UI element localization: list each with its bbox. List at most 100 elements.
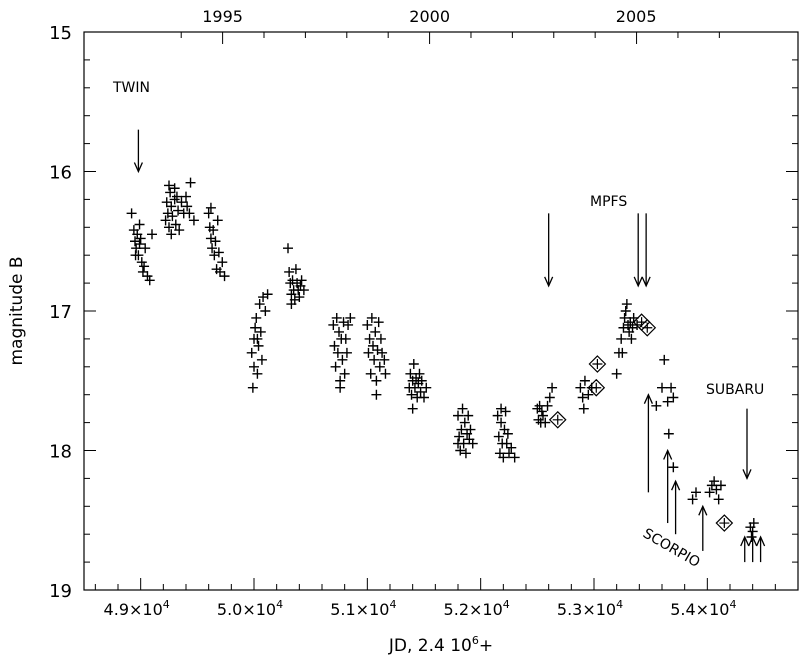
plus-point	[345, 312, 356, 323]
plus-point	[498, 452, 509, 463]
plus-point	[173, 205, 184, 216]
plus-point	[365, 368, 376, 379]
plus-point	[176, 197, 187, 208]
data-points	[126, 177, 759, 542]
plus-point	[331, 312, 342, 323]
plus-point	[134, 219, 145, 230]
plus-point	[577, 392, 588, 403]
plus-point	[375, 333, 386, 344]
plus-point	[210, 236, 221, 247]
plus-point	[579, 375, 590, 386]
plus-point	[502, 428, 513, 439]
plus-point	[416, 375, 427, 386]
annotation-arrowhead	[671, 479, 681, 491]
plus-point	[370, 326, 381, 337]
plus-point	[253, 340, 264, 351]
plus-point	[616, 333, 627, 344]
plus-point	[207, 243, 218, 254]
plus-point	[457, 403, 468, 414]
plus-point	[130, 236, 140, 247]
plus-point	[540, 417, 551, 428]
plus-point	[329, 340, 340, 351]
plus-point	[147, 229, 157, 240]
plus-point	[167, 211, 178, 222]
plus-point	[704, 487, 715, 498]
plus-point	[283, 243, 293, 254]
plus-point	[330, 361, 341, 372]
plus-point	[247, 382, 258, 393]
plus-point	[373, 317, 384, 328]
x-tick-label: 5.4×104	[670, 598, 736, 619]
plus-point	[547, 382, 558, 393]
plus-point	[219, 271, 230, 282]
annotation-arrowhead	[663, 448, 673, 460]
plus-point	[453, 438, 463, 449]
plus-point	[340, 333, 351, 344]
plus-point	[161, 197, 172, 208]
y-tick-label: 15	[49, 23, 72, 44]
x-tick-label: 5.3×104	[557, 598, 623, 619]
plus-point	[380, 368, 391, 379]
plus-point	[298, 285, 309, 296]
plus-point	[463, 410, 474, 421]
plus-point	[465, 424, 476, 435]
plus-point	[509, 452, 520, 463]
y-tick-label: 18	[49, 442, 72, 463]
plus-point	[174, 225, 185, 236]
diamond-point	[548, 410, 567, 429]
top-tick-label: 2000	[409, 7, 450, 26]
plus-point	[166, 229, 177, 240]
plus-point	[208, 225, 219, 236]
axis-tick-labels: 4.9×104 5.0×104 5.1×104 5.2×104 5.3×104 5.4×1…	[49, 7, 736, 619]
plus-point	[467, 438, 478, 449]
plus-point	[407, 403, 418, 414]
plus-point	[255, 326, 266, 337]
diamond-point	[587, 378, 606, 397]
annotation-arrowhead	[544, 276, 554, 288]
plus-point	[363, 347, 374, 358]
plus-point	[139, 261, 150, 272]
plus-point	[254, 299, 265, 310]
plus-point	[169, 183, 180, 194]
plus-point	[506, 442, 517, 453]
plus-point	[748, 518, 759, 529]
plus-point	[366, 312, 377, 323]
plus-point	[137, 266, 148, 277]
y-tick-label: 17	[49, 302, 72, 323]
plus-point	[663, 428, 674, 439]
plus-point	[368, 340, 378, 351]
plus-point	[657, 382, 667, 393]
annotation-arrowhead	[740, 535, 750, 547]
plus-point	[542, 400, 553, 411]
plus-point	[364, 333, 375, 344]
plus-point	[691, 487, 701, 498]
diamond-point	[588, 355, 607, 373]
plus-point	[181, 191, 191, 202]
plus-point	[217, 257, 228, 268]
plus-point	[343, 319, 354, 330]
plus-point	[455, 445, 466, 456]
y-tick-label: 16	[49, 163, 72, 184]
plus-point	[296, 275, 307, 286]
plus-point	[335, 382, 346, 393]
plus-point	[160, 215, 171, 226]
annotation-arrowhead	[643, 393, 653, 404]
plus-point	[493, 431, 504, 442]
plus-point	[575, 382, 586, 393]
plus-point	[171, 191, 182, 202]
diamond-point-cross	[552, 414, 563, 425]
plus-point	[377, 347, 388, 358]
annotation-arrowhead	[698, 504, 708, 516]
plus-point	[332, 347, 343, 358]
plus-point	[362, 319, 373, 330]
plus-point	[453, 410, 463, 421]
plus-point	[334, 326, 344, 337]
plus-point	[252, 333, 263, 344]
plus-point	[687, 494, 698, 505]
x-tick-label: 5.1×104	[330, 598, 396, 619]
diamond-point-cross	[592, 359, 603, 370]
plus-point	[406, 389, 417, 400]
plus-point	[135, 233, 146, 244]
plus-point	[341, 347, 352, 358]
x-axis-label-exponent: 6	[472, 634, 479, 647]
